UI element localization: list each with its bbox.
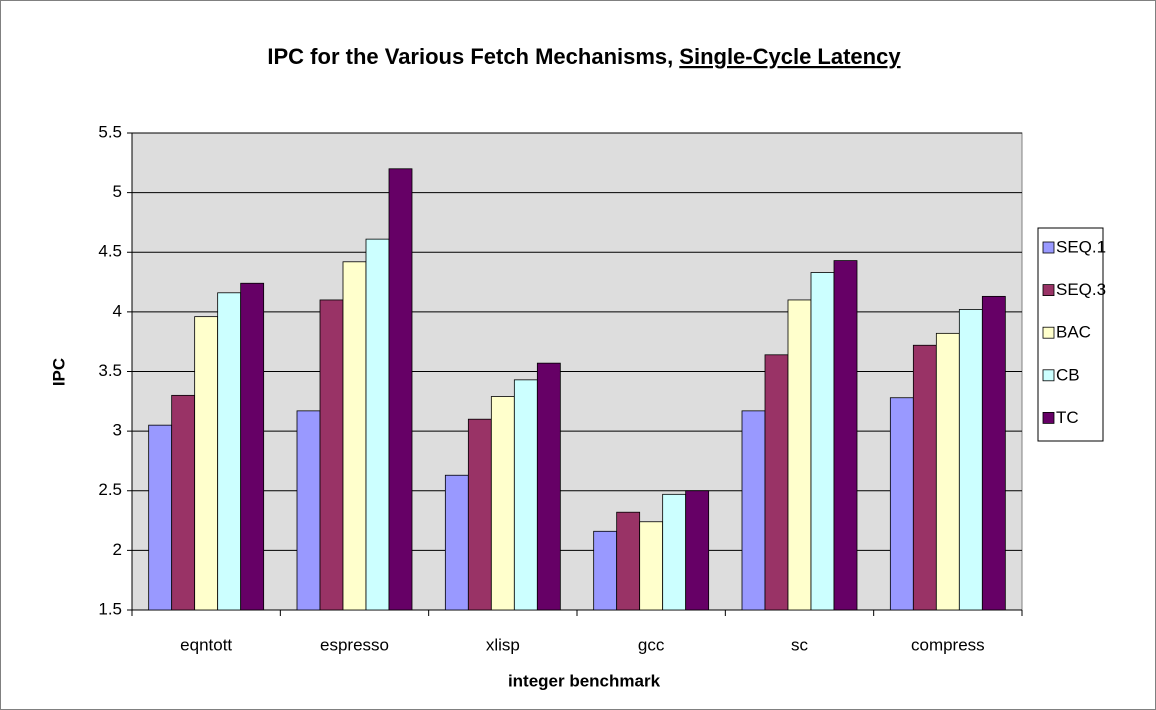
bar bbox=[616, 511, 641, 611]
title-underlined: Single-Cycle Latency bbox=[679, 44, 901, 69]
legend-label: SEQ.1 bbox=[1056, 237, 1106, 256]
bar bbox=[490, 396, 515, 611]
y-tick-label: 1.5 bbox=[98, 599, 122, 618]
bar bbox=[217, 292, 242, 611]
bar bbox=[889, 397, 914, 611]
chart-title: IPC for the Various Fetch Mechanisms, Sin… bbox=[267, 44, 901, 69]
bar bbox=[981, 295, 1006, 611]
legend-label: TC bbox=[1056, 408, 1079, 427]
y-tick-label: 2 bbox=[113, 540, 122, 559]
bar bbox=[639, 521, 664, 611]
bar bbox=[319, 299, 344, 611]
x-tick-label: eqntott bbox=[180, 635, 232, 654]
bar bbox=[194, 316, 219, 611]
bar bbox=[593, 530, 618, 611]
bar bbox=[833, 260, 858, 611]
bar bbox=[810, 272, 835, 611]
bar bbox=[342, 261, 367, 611]
bar bbox=[240, 282, 265, 611]
bar bbox=[171, 394, 196, 611]
bar bbox=[536, 362, 561, 611]
legend-swatch bbox=[1042, 369, 1055, 382]
bar bbox=[787, 299, 812, 611]
legend-swatch bbox=[1042, 241, 1055, 254]
legend-swatch bbox=[1042, 284, 1055, 297]
x-tick-label: gcc bbox=[638, 635, 665, 654]
bar bbox=[388, 168, 413, 611]
bar bbox=[912, 344, 937, 611]
bar bbox=[365, 238, 390, 611]
bar bbox=[296, 410, 321, 611]
legend-label: BAC bbox=[1056, 323, 1091, 342]
bar bbox=[935, 332, 960, 611]
y-tick-label: 4 bbox=[113, 301, 122, 320]
bar bbox=[764, 354, 789, 611]
y-tick-label: 3 bbox=[113, 421, 122, 440]
title-text: IPC for the Various Fetch Mechanisms, bbox=[267, 44, 673, 69]
y-tick-label: 5 bbox=[113, 182, 122, 201]
bar bbox=[662, 493, 687, 611]
bar bbox=[685, 490, 710, 611]
y-axis-label: IPC bbox=[49, 358, 68, 386]
x-tick-label: sc bbox=[791, 635, 809, 654]
legend-swatch bbox=[1042, 326, 1055, 339]
y-tick-label: 4.5 bbox=[98, 242, 122, 261]
x-tick-label: espresso bbox=[320, 635, 389, 654]
bar bbox=[444, 474, 469, 611]
legend-label: SEQ.3 bbox=[1056, 280, 1106, 299]
bar bbox=[467, 418, 492, 611]
y-tick-label: 2.5 bbox=[98, 480, 122, 499]
legend-swatch bbox=[1042, 411, 1055, 424]
bar bbox=[958, 309, 983, 611]
y-tick-label: 5.5 bbox=[98, 122, 122, 141]
bar bbox=[148, 424, 173, 611]
x-axis-label: integer benchmark bbox=[508, 671, 661, 690]
x-tick-label: xlisp bbox=[486, 635, 520, 654]
bar bbox=[741, 410, 766, 611]
bar bbox=[513, 379, 538, 611]
legend-label: CB bbox=[1056, 365, 1080, 384]
x-tick-label: compress bbox=[911, 635, 985, 654]
y-tick-label: 3.5 bbox=[98, 361, 122, 380]
